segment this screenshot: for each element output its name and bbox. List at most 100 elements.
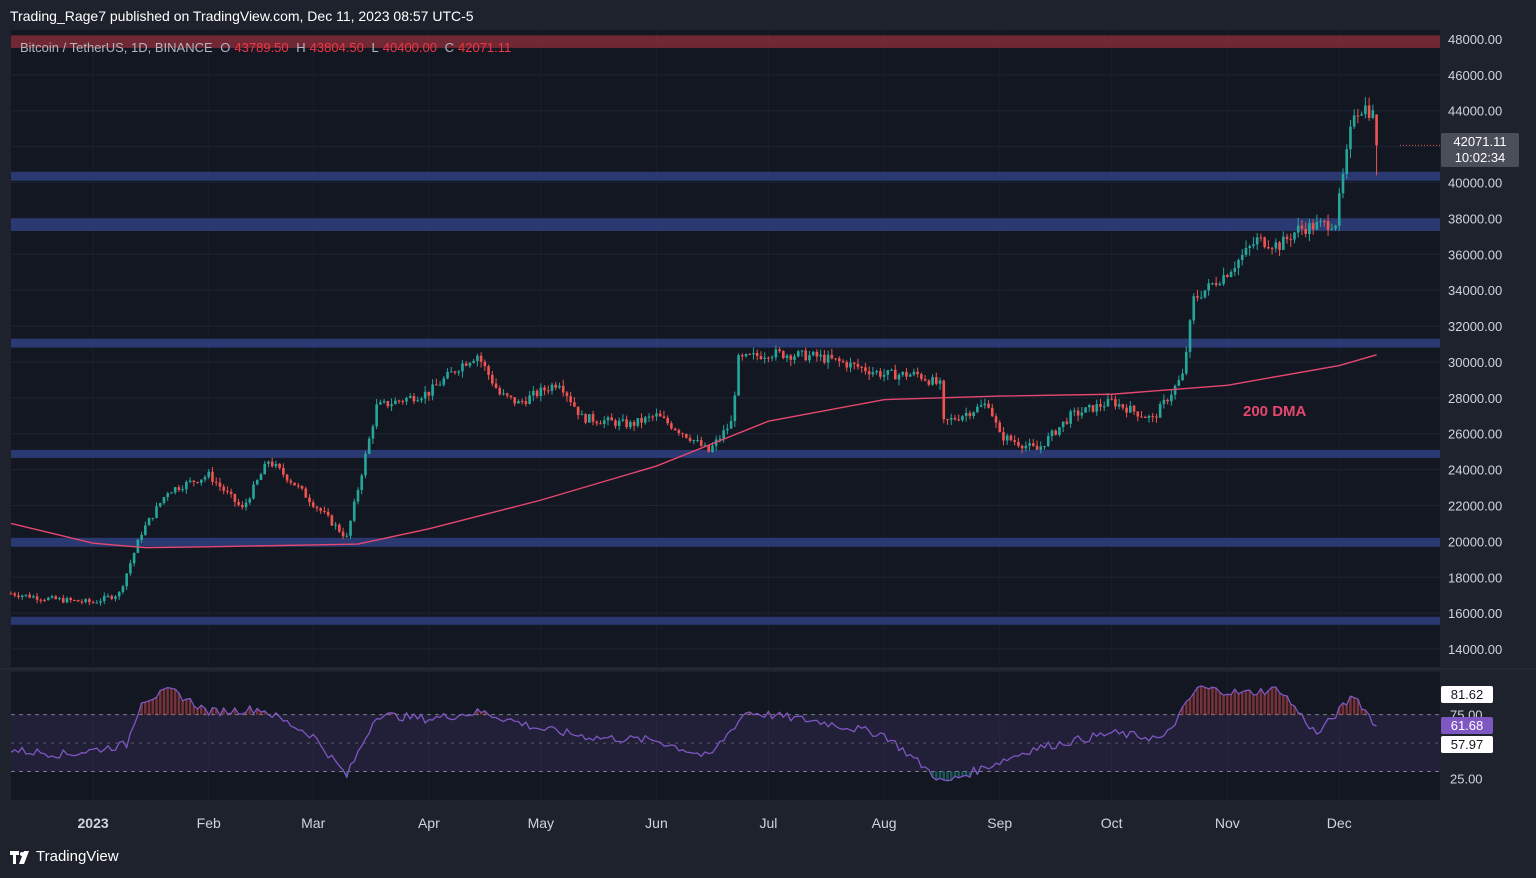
candle-body [367,438,371,454]
candle-body [666,417,669,424]
candle-body [1237,259,1240,268]
candle-body [580,414,584,416]
candle-body [401,401,405,403]
candle-body [476,355,479,362]
candle-body [345,535,349,537]
candle-body [498,388,502,395]
candle-body [927,380,931,385]
candle-body [270,461,274,467]
candle-body [91,602,95,604]
candle-body [875,371,878,373]
price-tick-label: 20000.00 [1448,534,1502,549]
candle-body [546,390,550,392]
candle-body [1207,283,1210,291]
candle-body [1005,435,1009,441]
candle-body [987,403,990,408]
candle-body [80,601,84,603]
candle-body [629,422,632,428]
candle-body [879,371,882,377]
candle-body [1155,416,1158,418]
x-tick-label: Jun [645,815,668,831]
candle-body [420,398,423,401]
candle-body [24,594,28,596]
high-value: 43804.50 [309,40,364,55]
candle-body [267,461,270,464]
support-resistance-zone-6 [11,35,1440,48]
candle-body [472,361,475,363]
price-tick-label: 48000.00 [1448,32,1502,47]
candle-body [300,485,304,489]
candle-body [1222,274,1225,284]
candle-body [524,401,528,404]
candle-body [957,419,960,421]
symbol-legend: Bitcoin / TetherUS, 1D, BINANCE O 43789.5… [20,40,515,55]
candle-body [1274,242,1278,249]
candle-body [364,453,367,476]
candle-body [1121,404,1125,408]
candle-body [942,380,946,420]
candle-body [1364,105,1367,115]
candle-body [670,423,673,429]
candle-body [561,385,565,393]
x-tick-label: May [528,815,554,831]
candle-body [1267,247,1270,249]
candle-body [423,391,427,399]
candle-body [599,423,602,425]
tradingview-brand[interactable]: TradingView [10,848,119,865]
candle-body [1311,223,1315,230]
candle-body [588,414,591,423]
candle-body [1289,239,1293,241]
candle-body [304,488,308,498]
candle-body [1233,267,1237,272]
candle-body [752,352,755,355]
candle-body [393,400,397,405]
x-tick-label: Jul [759,815,777,831]
candle-body [934,377,938,384]
candle-body [166,493,170,498]
price-tick-label: 24000.00 [1448,463,1502,478]
candle-body [1065,421,1069,424]
candle-body [1076,410,1080,416]
candle-body [979,405,983,407]
candle-body [1188,320,1192,352]
candle-body [13,593,17,596]
candle-body [457,371,461,373]
candle-body [755,352,759,356]
candle-body [610,417,614,421]
candle-body [1199,297,1203,299]
open-value: 43789.50 [234,40,289,55]
price-pane [11,30,1440,667]
support-resistance-zone-3 [11,338,1440,348]
candle-body [1039,446,1043,450]
candle-body [1337,193,1341,226]
candle-body [983,403,987,406]
candle-body [461,363,464,372]
candle-body [102,595,106,602]
candle-body [972,412,975,417]
candle-body [390,404,393,407]
candle-body [1147,416,1151,419]
candle-body [837,358,841,362]
candle-body [1129,405,1132,413]
candle-body [1218,283,1222,286]
candle-body [244,502,248,508]
candle-body [282,467,285,475]
candle-body [88,599,91,603]
candle-body [1181,373,1184,381]
candle-body [427,391,431,396]
candle-body [1334,225,1337,229]
x-tick-label: Aug [872,815,897,831]
candle-body [543,387,546,391]
candle-body [1203,290,1207,298]
candle-body [61,598,65,603]
candle-body [293,482,296,486]
candle-body [132,552,136,564]
candle-body [901,371,905,375]
candle-body [1330,228,1334,230]
candle-body [1046,436,1050,447]
candle-body [218,482,222,487]
published-line: Trading_Rage7 published on TradingView.c… [10,8,474,24]
candle-body [916,371,919,375]
candle-body [1054,430,1058,435]
